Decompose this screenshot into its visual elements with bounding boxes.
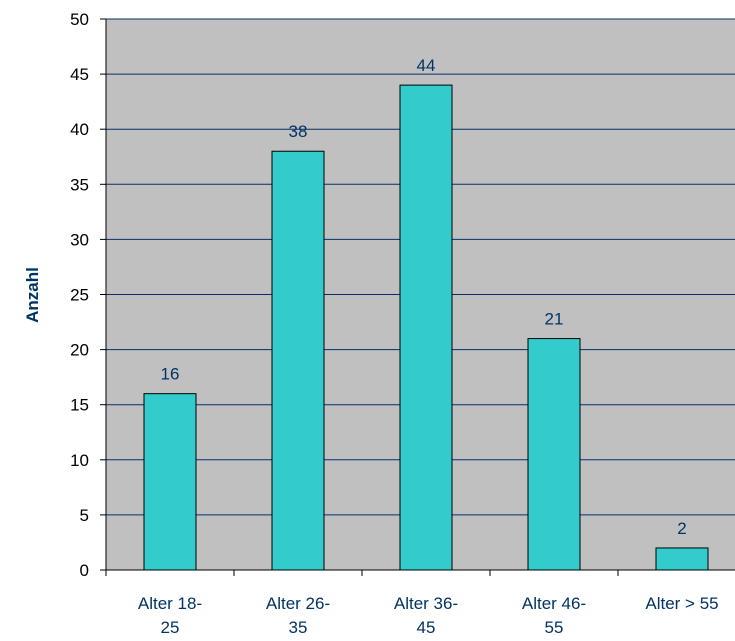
x-tick-label: Alter 46-55 <box>522 594 586 637</box>
x-tick-label: Alter 36-45 <box>394 594 458 637</box>
y-tick-labels: 0 5 10 15 20 25 30 35 40 45 50 <box>70 10 89 580</box>
bars <box>143 84 709 571</box>
data-label: 44 <box>417 56 436 75</box>
x-tick-label: Alter > 55 <box>645 594 718 613</box>
y-tick-label: 50 <box>70 10 89 29</box>
y-tick-label: 15 <box>70 396 89 415</box>
data-label: 21 <box>545 310 564 329</box>
bar <box>527 338 581 571</box>
axes <box>100 18 735 576</box>
y-tick-label: 40 <box>70 120 89 139</box>
y-tick-label: 0 <box>80 561 89 580</box>
bar <box>143 393 197 571</box>
x-tick-label: Alter 18-25 <box>138 594 202 637</box>
x-tick-label: Alter 26-35 <box>266 594 330 637</box>
bar <box>399 84 453 571</box>
y-tick-label: 35 <box>70 175 89 194</box>
data-label: 2 <box>677 519 686 538</box>
y-tick-label: 10 <box>70 451 89 470</box>
y-tick-label: 25 <box>70 286 89 305</box>
data-label: 16 <box>161 365 180 384</box>
y-tick-label: 20 <box>70 341 89 360</box>
y-tick-label: 45 <box>70 65 89 84</box>
y-axis-label: Anzahl <box>23 267 42 323</box>
y-tick-label: 30 <box>70 230 89 249</box>
data-labels: 16 38 44 21 2 <box>161 56 687 538</box>
bar <box>271 150 325 571</box>
data-label: 38 <box>289 122 308 141</box>
bar <box>655 547 709 571</box>
x-tick-labels: Alter 18-25 Alter 26-35 Alter 36-45 Alter 4… <box>138 594 719 637</box>
y-tick-label: 5 <box>80 506 89 525</box>
